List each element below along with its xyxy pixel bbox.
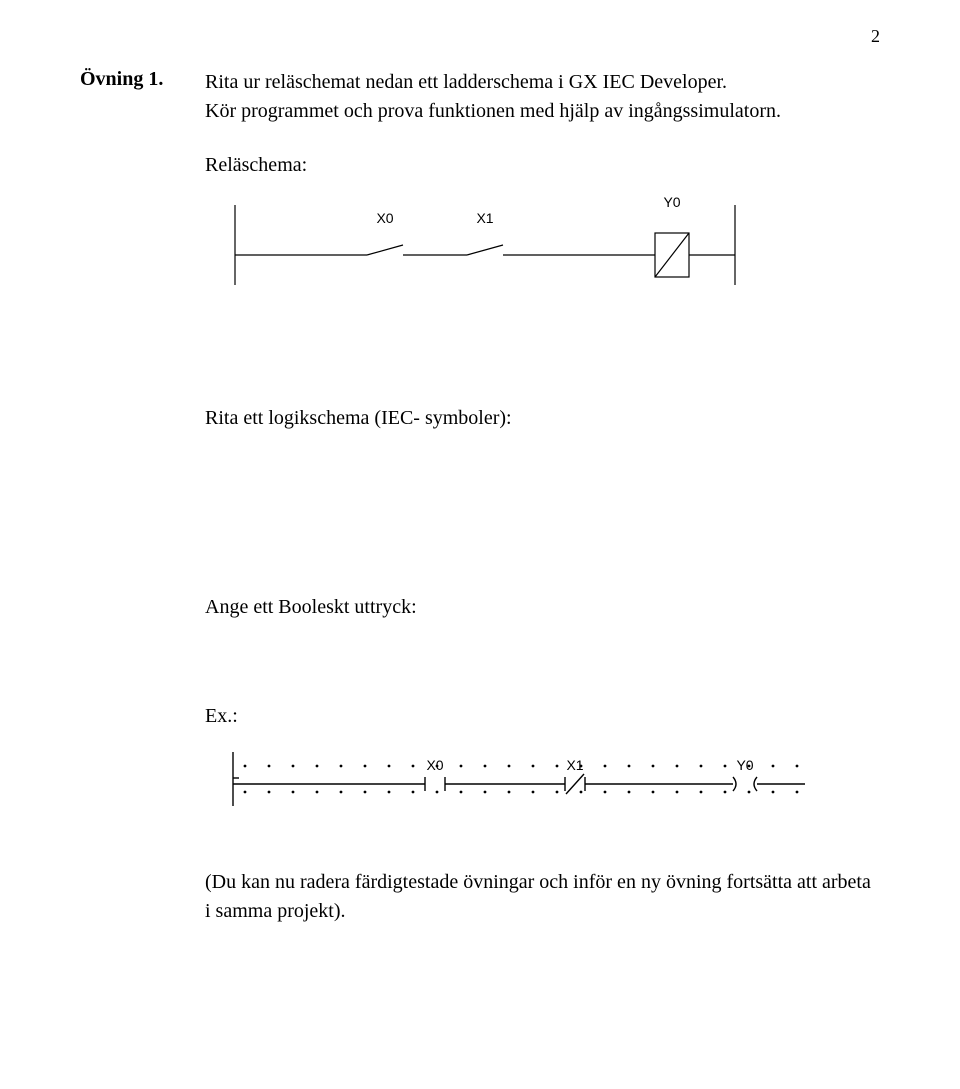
relay-diagram: X0 X1 Y0 (205, 185, 880, 295)
footer-note: (Du kan nu radera färdigtestade övningar… (205, 868, 880, 926)
logic-schema-label: Rita ett logikschema (IEC- symboler): (205, 407, 880, 430)
boolean-expr-label: Ange ett Booleskt uttryck: (205, 596, 880, 619)
heading-row: Övning 1. Rita ur reläschemat nedan ett … (80, 68, 880, 126)
example-label: Ex.: (205, 705, 880, 728)
heading-line-2: Kör programmet och prova funktionen med … (205, 100, 781, 122)
svg-text:X0: X0 (426, 757, 443, 773)
heading-line-1: Rita ur reläschemat nedan ett laddersche… (205, 71, 727, 93)
svg-text:Y0: Y0 (736, 757, 753, 773)
page-number: 2 (871, 26, 880, 47)
exercise-text: Rita ur reläschemat nedan ett laddersche… (205, 68, 781, 126)
ladder-diagram: X0 X1 Y0 (205, 736, 880, 836)
relay-schema-label: Reläschema: (205, 154, 880, 177)
svg-text:X1: X1 (566, 757, 583, 773)
svg-text:X0: X0 (376, 210, 393, 226)
svg-text:Y0: Y0 (663, 194, 680, 210)
svg-text:X1: X1 (476, 210, 493, 226)
page: 2 Övning 1. Rita ur reläschemat nedan et… (0, 0, 960, 1089)
exercise-label: Övning 1. (80, 68, 205, 126)
